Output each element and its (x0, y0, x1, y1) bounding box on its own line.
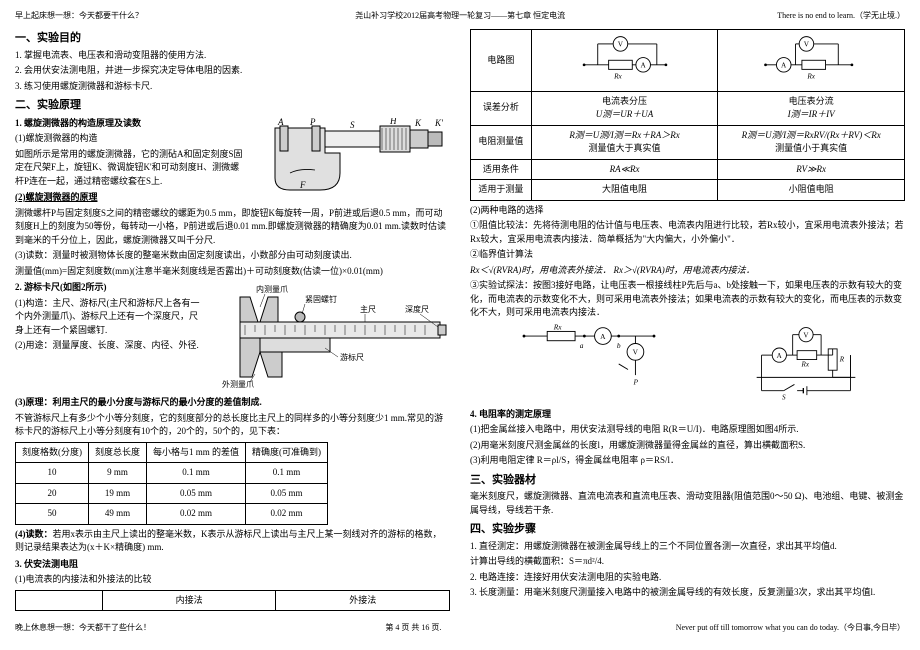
svg-text:紧固螺钉: 紧固螺钉 (305, 294, 337, 304)
method-table-header: 内接法 外接法 (15, 590, 450, 612)
header-left: 早上起床想一想：今天都要干什么？ (15, 10, 143, 22)
sec4-p3: 2. 电路连接：连接好用伏安法测电阻的实验电路. (470, 571, 905, 585)
sec1-item2: 2. 会用伏安法测电阻，并进一步探究决定导体电阻的因素. (15, 64, 450, 78)
svg-text:A: A (777, 351, 783, 359)
s4-title: (4)读数： (15, 529, 53, 539)
svg-text:V: V (804, 331, 810, 339)
svg-text:Rx: Rx (807, 72, 816, 80)
svg-text:F: F (299, 180, 306, 190)
sec1-title: 一、实验目的 (15, 30, 450, 47)
footer-center: 第 4 页 共 16 页. (385, 622, 441, 634)
svg-text:A: A (781, 62, 787, 70)
svg-text:V: V (617, 41, 623, 49)
r-p1: ①阻值比较法：先将待测电阻的估计值与电压表、电流表内阻进行比较，若Rx较小，宜采… (470, 219, 905, 246)
svg-text:a: a (579, 341, 583, 350)
s1-p4: 测微螺杆P与固定刻度S之间的精密螺纹的螺距为0.5 mm，即旋钮K每旋转一周，P… (15, 207, 450, 248)
sec4-p4: 3. 长度测量：用毫米刻度尺测量接入电路中的被测金属导线的有效长度，反复测量3次… (470, 586, 905, 600)
sec1-item1: 1. 掌握电流表、电压表和滑动变阻器的使用方法. (15, 49, 450, 63)
circuit-inner-icon: V A Rx (565, 33, 685, 83)
tbl1-h2: 每小格与1 mm 的差值 (147, 442, 246, 463)
sec4-p1: 1. 直径测定：用螺旋测微器在被测金属导线上的三个不同位置各测一次直径，求出其平… (470, 540, 905, 554)
svg-text:内测量爪: 内测量爪 (256, 284, 288, 294)
svg-text:A: A (600, 331, 606, 340)
sec1-item3: 3. 练习使用螺旋测微器和游标卡尺. (15, 80, 450, 94)
sec4-p2: 计算出导线的横截面积：S＝πd²/4. (470, 555, 905, 569)
svg-text:A: A (640, 62, 646, 70)
svg-text:R: R (839, 355, 845, 363)
s1-p5: (3)读数：测量时被测物体长度的整毫米数由固定刻度读出，小数部分由可动刻度读出. (15, 249, 450, 263)
circuit-fig4-icon: V A R Rx S (746, 324, 866, 404)
s4b: (2)用毫米刻度尺测金属丝的长度l，用螺旋测微器量得金属丝的直径，算出横截面积S… (470, 439, 905, 453)
s4c: (3)利用电阻定律 R＝ρl/S，得金属丝电阻率 ρ＝RS/l． (470, 454, 905, 468)
svg-text:游标尺: 游标尺 (340, 352, 364, 362)
caliper-diagram: 内测量爪 紧固螺钉 主尺 深度尺 游标尺 外测量爪 (210, 282, 450, 392)
svg-text:b: b (617, 341, 621, 350)
svg-text:S: S (782, 393, 786, 401)
circuit-fig3-icon: Rx A V a b P (509, 324, 669, 389)
micrometer-diagram: A P S H K K' F (250, 118, 450, 193)
r-p2: ②临界值计算法 (470, 248, 905, 262)
sec3-p1: 毫米刻度尺，螺旋测微器、直流电流表和直流电压表、滑动变阻器(阻值范围0～50 Ω… (470, 490, 905, 517)
svg-text:Rx: Rx (552, 324, 562, 332)
left-column: 一、实验目的 1. 掌握电流表、电压表和滑动变阻器的使用方法. 2. 会用伏安法… (15, 26, 450, 614)
page-header: 早上起床想一想：今天都要干什么？ 尧山补习学校2012届高考物理一轮复习——第七… (15, 10, 905, 22)
svg-text:Rx: Rx (613, 72, 622, 80)
svg-text:P: P (309, 118, 316, 127)
sec4-title: 四、实验步骤 (470, 521, 905, 538)
header-right: There is no end to learn.（学无止境.） (777, 10, 905, 22)
r-p3: Rx＜√(RVRA)时，用电流表外接法． Rx＞√(RVRA)时，用电流表内接法… (470, 264, 905, 278)
r-p4: ③实验试探法：按图3接好电路，让电压表一根接线柱P先后与a、b处接触一下，如果电… (470, 279, 905, 320)
s4-p1: 若用x表示由主尺上读出的整毫米数，K表示从游标尺上读出与主尺上某一刻线对齐的游标… (15, 529, 442, 553)
svg-text:P: P (632, 377, 638, 386)
r-p0: (2)两种电路的选择 (470, 204, 905, 218)
comp-label: (1)电流表的内接法和外接法的比较 (15, 573, 450, 587)
footer-left: 晚上休息想一想：今天都干了些什么！ (15, 622, 151, 634)
svg-text:S: S (350, 120, 355, 130)
right-column: 电路图 V A Rx (470, 26, 905, 614)
circuit-outer-icon: V A Rx (751, 33, 871, 83)
header-center: 尧山补习学校2012届高考物理一轮复习——第七章 恒定电流 (355, 10, 565, 22)
vernier-table: 刻度格数(分度) 刻度总长度 每小格与1 mm 的差值 精确度(可准确到) 10… (15, 442, 328, 525)
svg-text:主尺: 主尺 (360, 304, 376, 314)
svg-text:H: H (389, 118, 397, 126)
sec2-title: 二、实验原理 (15, 97, 450, 114)
s1-p6: 测量值(mm)=固定刻度数(mm)(注意半毫米刻度线是否露出)＋可动刻度数(估读… (15, 265, 450, 279)
svg-text:A: A (277, 118, 284, 127)
svg-text:V: V (632, 347, 638, 356)
footer-right: Never put off till tomorrow what you can… (676, 622, 905, 634)
page-footer: 晚上休息想一想：今天都干了些什么！ 第 4 页 共 16 页. Never pu… (15, 622, 905, 634)
s1-p3: (2)螺旋测微器的原理 (15, 191, 450, 205)
tbl1-h3: 精确度(可准确到) (246, 442, 328, 463)
tbl1-h0: 刻度格数(分度) (16, 442, 89, 463)
svg-text:K: K (414, 118, 422, 128)
svg-text:K': K' (434, 118, 444, 128)
s2-p4: 不管游标尺上有多少个小等分刻度，它的刻度部分的总长度比主尺上的同样多的小等分刻度… (15, 412, 450, 439)
tbl1-h1: 刻度总长度 (89, 442, 147, 463)
comparison-table: 电路图 V A Rx (470, 29, 905, 201)
svg-text:V: V (804, 41, 810, 49)
sec3-title: 三、实验器材 (470, 472, 905, 489)
svg-text:外测量爪: 外测量爪 (222, 379, 254, 389)
s2-p3: (3)原理：利用主尺的最小分度与游标尺的最小分度的差值制成. (15, 397, 262, 407)
s4a: (1)把金属丝接入电路中，用伏安法测导线的电阻 R(R＝U/I)．电路原理图如图… (470, 423, 905, 437)
s4-title-right: 4. 电阻率的测定原理 (470, 408, 905, 422)
svg-text:Rx: Rx (801, 360, 810, 368)
s3-title: 3. 伏安法测电阻 (15, 558, 450, 572)
svg-text:深度尺: 深度尺 (405, 304, 429, 314)
